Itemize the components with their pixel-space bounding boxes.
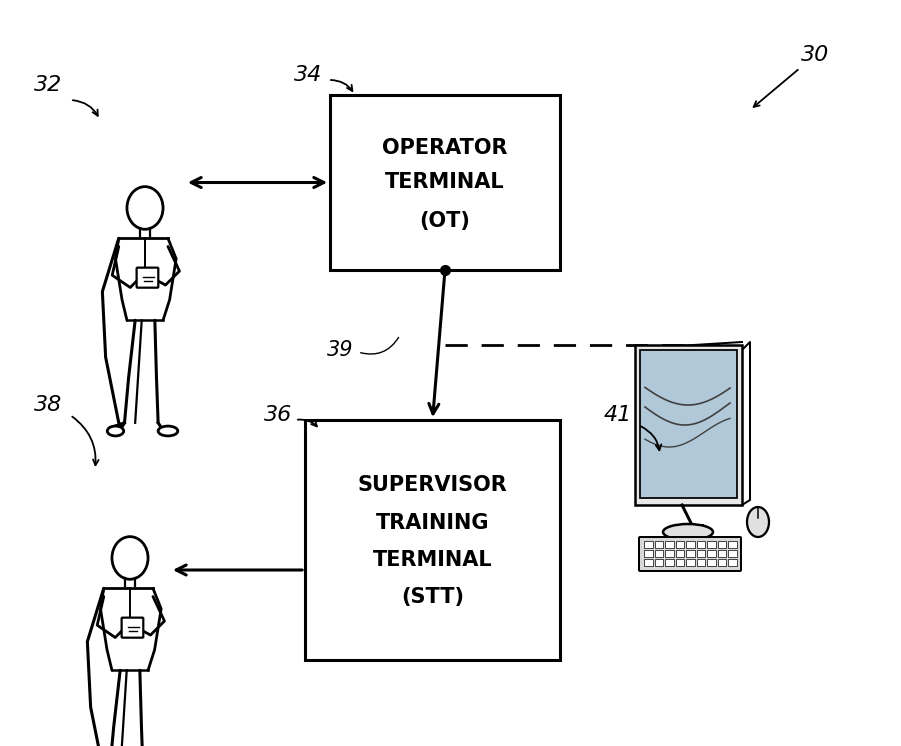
FancyBboxPatch shape bbox=[644, 559, 652, 565]
FancyBboxPatch shape bbox=[707, 541, 715, 548]
FancyBboxPatch shape bbox=[686, 541, 695, 548]
Text: TRAINING: TRAINING bbox=[376, 513, 489, 533]
FancyBboxPatch shape bbox=[640, 350, 737, 498]
Text: (OT): (OT) bbox=[420, 210, 470, 231]
FancyBboxPatch shape bbox=[717, 541, 726, 548]
Text: 41: 41 bbox=[604, 405, 633, 425]
Text: 32: 32 bbox=[34, 75, 62, 95]
Text: 39: 39 bbox=[327, 340, 353, 360]
Text: (STT): (STT) bbox=[401, 587, 464, 607]
Text: TERMINAL: TERMINAL bbox=[386, 172, 505, 192]
FancyBboxPatch shape bbox=[696, 559, 705, 565]
Ellipse shape bbox=[663, 524, 713, 540]
Text: 36: 36 bbox=[264, 405, 292, 425]
Text: OPERATOR: OPERATOR bbox=[382, 137, 508, 157]
FancyBboxPatch shape bbox=[676, 541, 684, 548]
FancyBboxPatch shape bbox=[654, 559, 663, 565]
FancyBboxPatch shape bbox=[696, 541, 705, 548]
FancyBboxPatch shape bbox=[686, 559, 695, 565]
FancyBboxPatch shape bbox=[644, 550, 652, 557]
FancyBboxPatch shape bbox=[305, 420, 560, 660]
Ellipse shape bbox=[127, 186, 163, 229]
FancyBboxPatch shape bbox=[639, 537, 741, 571]
FancyBboxPatch shape bbox=[707, 559, 715, 565]
FancyBboxPatch shape bbox=[654, 550, 663, 557]
FancyBboxPatch shape bbox=[676, 559, 684, 565]
FancyBboxPatch shape bbox=[728, 550, 736, 557]
FancyBboxPatch shape bbox=[707, 550, 715, 557]
FancyBboxPatch shape bbox=[137, 268, 159, 288]
FancyBboxPatch shape bbox=[644, 541, 652, 548]
FancyBboxPatch shape bbox=[728, 559, 736, 565]
Ellipse shape bbox=[158, 426, 177, 436]
FancyBboxPatch shape bbox=[330, 95, 560, 270]
FancyBboxPatch shape bbox=[654, 541, 663, 548]
FancyBboxPatch shape bbox=[665, 559, 674, 565]
Text: 34: 34 bbox=[294, 65, 323, 85]
FancyBboxPatch shape bbox=[696, 550, 705, 557]
FancyBboxPatch shape bbox=[635, 345, 742, 505]
FancyBboxPatch shape bbox=[665, 541, 674, 548]
Ellipse shape bbox=[107, 426, 123, 436]
Ellipse shape bbox=[747, 507, 769, 537]
FancyBboxPatch shape bbox=[676, 550, 684, 557]
FancyBboxPatch shape bbox=[717, 559, 726, 565]
FancyBboxPatch shape bbox=[686, 550, 695, 557]
FancyBboxPatch shape bbox=[717, 550, 726, 557]
FancyBboxPatch shape bbox=[665, 550, 674, 557]
Text: 38: 38 bbox=[34, 395, 62, 415]
FancyBboxPatch shape bbox=[122, 618, 143, 638]
Text: TERMINAL: TERMINAL bbox=[373, 550, 492, 570]
Text: 30: 30 bbox=[801, 45, 829, 65]
Ellipse shape bbox=[112, 536, 148, 580]
Text: SUPERVISOR: SUPERVISOR bbox=[358, 475, 507, 495]
FancyBboxPatch shape bbox=[728, 541, 736, 548]
